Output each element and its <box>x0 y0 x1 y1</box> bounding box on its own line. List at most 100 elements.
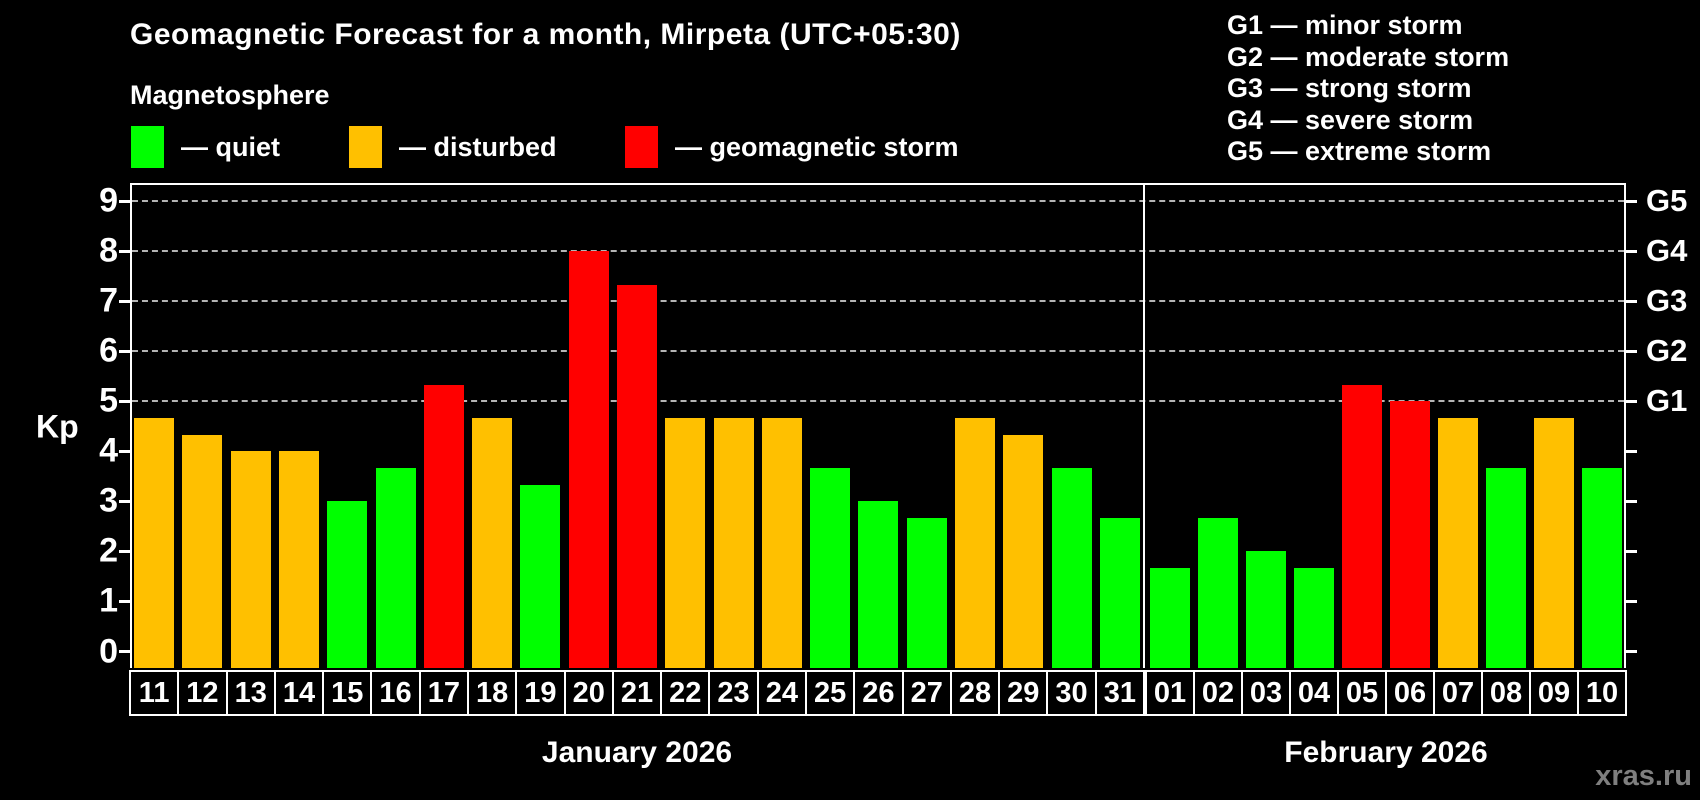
date-box-jan-18: 18 <box>467 670 518 716</box>
g-legend-item-3: G3 — strong storm <box>1227 73 1472 103</box>
magnetosphere-label: Magnetosphere <box>130 80 330 110</box>
date-box-feb-09: 09 <box>1529 670 1579 716</box>
bar-jan-30 <box>1051 467 1092 668</box>
gridline-kp7 <box>132 300 1624 303</box>
date-box-feb-04: 04 <box>1289 670 1339 716</box>
bar-feb-09 <box>1534 417 1574 668</box>
bar-jan-24 <box>761 417 802 668</box>
left-tick-5 <box>119 399 130 403</box>
bar-jan-20 <box>568 251 609 668</box>
legend-item-quiet: — quiet <box>131 126 280 168</box>
right-tick-5 <box>1626 399 1637 403</box>
legend-swatch-quiet <box>131 126 164 168</box>
bar-feb-06 <box>1390 401 1430 668</box>
right-tick-9 <box>1626 199 1637 203</box>
right-tick-7 <box>1626 299 1637 303</box>
legend-item-storm: — geomagnetic storm <box>625 126 959 168</box>
right-tick-2 <box>1626 549 1637 553</box>
date-box-jan-11: 11 <box>129 670 180 716</box>
right-axis-label-g4: G4 <box>1646 233 1688 269</box>
bar-jan-29 <box>1003 434 1044 668</box>
date-box-jan-29: 29 <box>998 670 1049 716</box>
bar-jan-31 <box>1099 517 1140 668</box>
left-tick-1 <box>119 599 130 603</box>
gridline-kp8 <box>132 250 1624 253</box>
y-tick-label-0: 0 <box>99 632 118 670</box>
legend-swatch-storm <box>625 126 658 168</box>
bar-feb-07 <box>1438 417 1478 668</box>
left-tick-6 <box>119 349 130 353</box>
y-tick-label-5: 5 <box>99 381 118 420</box>
date-box-feb-08: 08 <box>1481 670 1531 716</box>
legend-label-storm: — geomagnetic storm <box>675 131 959 162</box>
date-box-jan-28: 28 <box>949 670 1001 716</box>
date-box-jan-22: 22 <box>660 670 711 716</box>
date-box-feb-02: 02 <box>1193 670 1243 716</box>
month-divider-line <box>1143 183 1145 668</box>
g-legend-item-1: G1 — minor storm <box>1227 10 1463 40</box>
date-box-jan-16: 16 <box>370 670 421 716</box>
date-box-feb-07: 07 <box>1433 670 1483 716</box>
bar-jan-25 <box>810 467 851 668</box>
left-tick-7 <box>119 299 130 303</box>
month-label-february: February 2026 <box>1284 736 1488 769</box>
date-box-jan-13: 13 <box>225 670 276 716</box>
bar-feb-08 <box>1486 467 1526 668</box>
date-box-jan-17: 17 <box>418 670 469 716</box>
date-box-jan-25: 25 <box>805 670 856 716</box>
date-box-jan-14: 14 <box>273 670 325 716</box>
bar-jan-17 <box>423 384 464 668</box>
y-tick-label-9: 9 <box>99 181 118 220</box>
y-tick-label-6: 6 <box>99 331 118 370</box>
left-tick-8 <box>119 249 130 253</box>
date-box-jan-23: 23 <box>708 670 759 716</box>
g-legend-item-5: G5 — extreme storm <box>1227 136 1492 166</box>
left-tick-4 <box>119 449 130 453</box>
date-box-feb-05: 05 <box>1337 670 1387 716</box>
gridline-kp5 <box>132 400 1624 403</box>
y-tick-label-7: 7 <box>99 281 118 320</box>
date-box-jan-30: 30 <box>1046 670 1097 716</box>
legend-label-disturbed: — disturbed <box>399 131 557 162</box>
bar-jan-16 <box>375 467 416 668</box>
left-tick-2 <box>119 549 130 553</box>
legend-item-disturbed: — disturbed <box>349 126 557 168</box>
bar-jan-11 <box>134 417 175 668</box>
y-tick-label-4: 4 <box>99 431 118 470</box>
right-axis-label-g3: G3 <box>1646 283 1688 319</box>
bar-feb-10 <box>1582 467 1622 668</box>
right-tick-6 <box>1626 349 1637 353</box>
legend-label-quiet: — quiet <box>181 131 280 162</box>
bar-jan-22 <box>665 417 706 668</box>
date-box-jan-15: 15 <box>322 670 373 716</box>
date-box-jan-20: 20 <box>563 670 614 716</box>
right-tick-4 <box>1626 449 1637 453</box>
bar-feb-04 <box>1294 567 1334 668</box>
bar-jan-27 <box>906 517 947 668</box>
bar-feb-03 <box>1246 551 1286 668</box>
y-axis-title: Kp <box>36 408 79 445</box>
date-box-jan-26: 26 <box>853 670 904 716</box>
date-box-jan-27: 27 <box>901 670 952 716</box>
g-legend-item-4: G4 — severe storm <box>1227 104 1474 135</box>
date-box-feb-03: 03 <box>1241 670 1291 716</box>
condition-legend: — quiet — disturbed — geomagnetic storm <box>0 126 1100 168</box>
left-tick-9 <box>119 199 130 203</box>
bar-jan-15 <box>327 501 368 668</box>
bar-jan-19 <box>520 484 561 668</box>
bar-jan-13 <box>230 451 271 668</box>
page-title: Geomagnetic Forecast for a month, Mirpet… <box>130 18 961 51</box>
date-box-feb-10: 10 <box>1577 670 1627 716</box>
watermark: xras.ru <box>1595 760 1692 792</box>
right-tick-0 <box>1626 650 1637 653</box>
bar-jan-14 <box>279 451 319 668</box>
plot-area <box>130 183 1626 668</box>
gridline-kp9 <box>132 200 1624 203</box>
legend-swatch-disturbed <box>349 126 382 168</box>
date-box-jan-31: 31 <box>1094 670 1145 716</box>
bar-jan-21 <box>617 284 657 668</box>
month-label-january: January 2026 <box>541 736 733 769</box>
bar-jan-12 <box>182 434 223 668</box>
date-box-feb-06: 06 <box>1385 670 1435 716</box>
